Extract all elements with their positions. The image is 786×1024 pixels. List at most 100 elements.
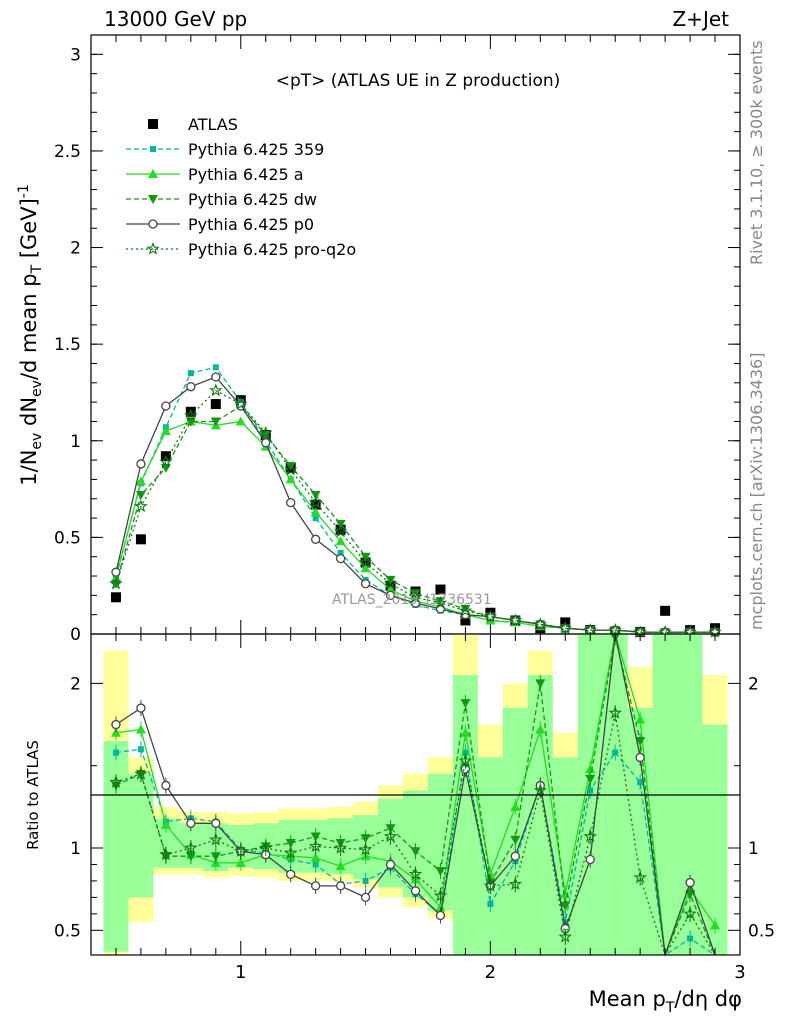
ratio-point (635, 752, 645, 763)
ratio-point (612, 749, 619, 756)
ratio-point (109, 775, 123, 788)
data-point (209, 383, 223, 397)
legend-marker (148, 169, 158, 178)
data-point (460, 615, 471, 626)
ratio-point (160, 819, 171, 829)
data-point (458, 603, 473, 617)
data-point (660, 605, 671, 616)
data-point (210, 399, 221, 410)
ratio-point (460, 727, 471, 737)
data-point (335, 553, 346, 564)
ratio-point (184, 840, 198, 854)
data-point (210, 417, 221, 427)
ratio-y-axis-label: Ratio to ATLAS (24, 740, 42, 850)
ratio-point (585, 763, 596, 773)
ratio-point (360, 834, 371, 844)
ratio-point (285, 839, 296, 849)
legend-label: ATLAS (188, 115, 238, 134)
data-point (308, 495, 323, 509)
data-point (233, 397, 248, 410)
legend-marker (150, 146, 156, 152)
y-axis-label: 1/Nev dNev/d mean pT [GeV]-1 (16, 184, 45, 485)
ratio-point (710, 920, 721, 930)
band-green (477, 757, 503, 955)
ratio-point (408, 867, 423, 881)
data-point (385, 584, 396, 594)
ratio-point (458, 753, 473, 767)
ratio-point (283, 845, 298, 859)
data-point (408, 590, 423, 603)
ratio-y-tick-label: 1 (70, 839, 81, 859)
ratio-point (308, 839, 323, 853)
main-title: <pT> (ATLAS UE in Z production) (276, 71, 561, 91)
x-tick-label: 3 (734, 962, 745, 983)
ratio-point (311, 881, 321, 891)
band-green (128, 773, 154, 898)
ratio-point (687, 935, 694, 942)
data-point (135, 476, 146, 486)
data-point (385, 575, 396, 585)
data-point (508, 613, 523, 627)
y-tick-label: 1 (70, 432, 81, 452)
ratio-point (135, 724, 146, 734)
y-tick-label: 2 (70, 239, 81, 259)
ratio-point (483, 878, 498, 892)
ratio-point (587, 787, 594, 794)
legend-label: Pythia 6.425 pro-q2o (188, 240, 356, 259)
ratio-y-tick-label: 0.5 (54, 921, 81, 941)
band-green (452, 675, 478, 955)
ratio-point (111, 719, 121, 730)
legend-label: Pythia 6.425 359 (188, 140, 324, 159)
ratio-point (161, 780, 171, 791)
ratio-point (435, 867, 446, 877)
ratio-point (633, 870, 647, 884)
legend-label: Pythia 6.425 dw (188, 190, 317, 209)
data-point (433, 596, 448, 609)
data-point (435, 584, 446, 595)
data-point (335, 524, 346, 535)
ratio-point (685, 890, 696, 900)
y-tick-label: 1.5 (54, 335, 81, 355)
ratio-point (533, 783, 547, 797)
ratio-point (362, 877, 369, 884)
data-point (160, 426, 171, 436)
legend-label: Pythia 6.425 p0 (188, 215, 314, 234)
data-point (136, 459, 146, 469)
band-green (702, 724, 728, 955)
ratio-point (608, 705, 622, 719)
data-point (187, 370, 194, 377)
ratio-point (635, 714, 646, 724)
ratio-point (510, 801, 521, 811)
ratio-point (487, 900, 494, 907)
data-point (211, 372, 221, 382)
header-right: Z+Jet (672, 7, 729, 31)
ratio-point (510, 851, 520, 861)
data-point (235, 416, 246, 426)
data-point (435, 597, 446, 607)
ratio-point (333, 840, 348, 854)
data-point (410, 589, 421, 599)
legend-marker (148, 195, 158, 204)
main-axis-ticks: 0 0.5 1 1.5 2 2.5 3 (54, 35, 741, 645)
x-tick-label: 1 (235, 962, 246, 983)
data-point (311, 534, 321, 544)
data-point (558, 621, 572, 634)
ratio-point (535, 724, 546, 734)
ratio-point (385, 859, 396, 870)
ratio-point (134, 766, 148, 780)
data-point (335, 536, 346, 546)
data-point (261, 438, 271, 448)
data-point (161, 401, 171, 411)
data-point (285, 461, 296, 471)
legend-marker (148, 219, 158, 229)
watermark: ATLAS_2019_I1736531 (332, 592, 492, 608)
data-point (333, 524, 348, 538)
x-tick-label: 2 (485, 962, 496, 983)
data-point (109, 576, 123, 590)
legend: ATLAS Pythia 6.425 359 Pythia 6.425 a Pythi… (126, 115, 356, 259)
data-point (483, 609, 498, 623)
ratio-plot-area: 0.5 0.5 1 1 2 2 1 2 3 Ratio to ATLAS (24, 629, 775, 983)
data-point (360, 579, 371, 589)
ratio-point (683, 906, 697, 920)
